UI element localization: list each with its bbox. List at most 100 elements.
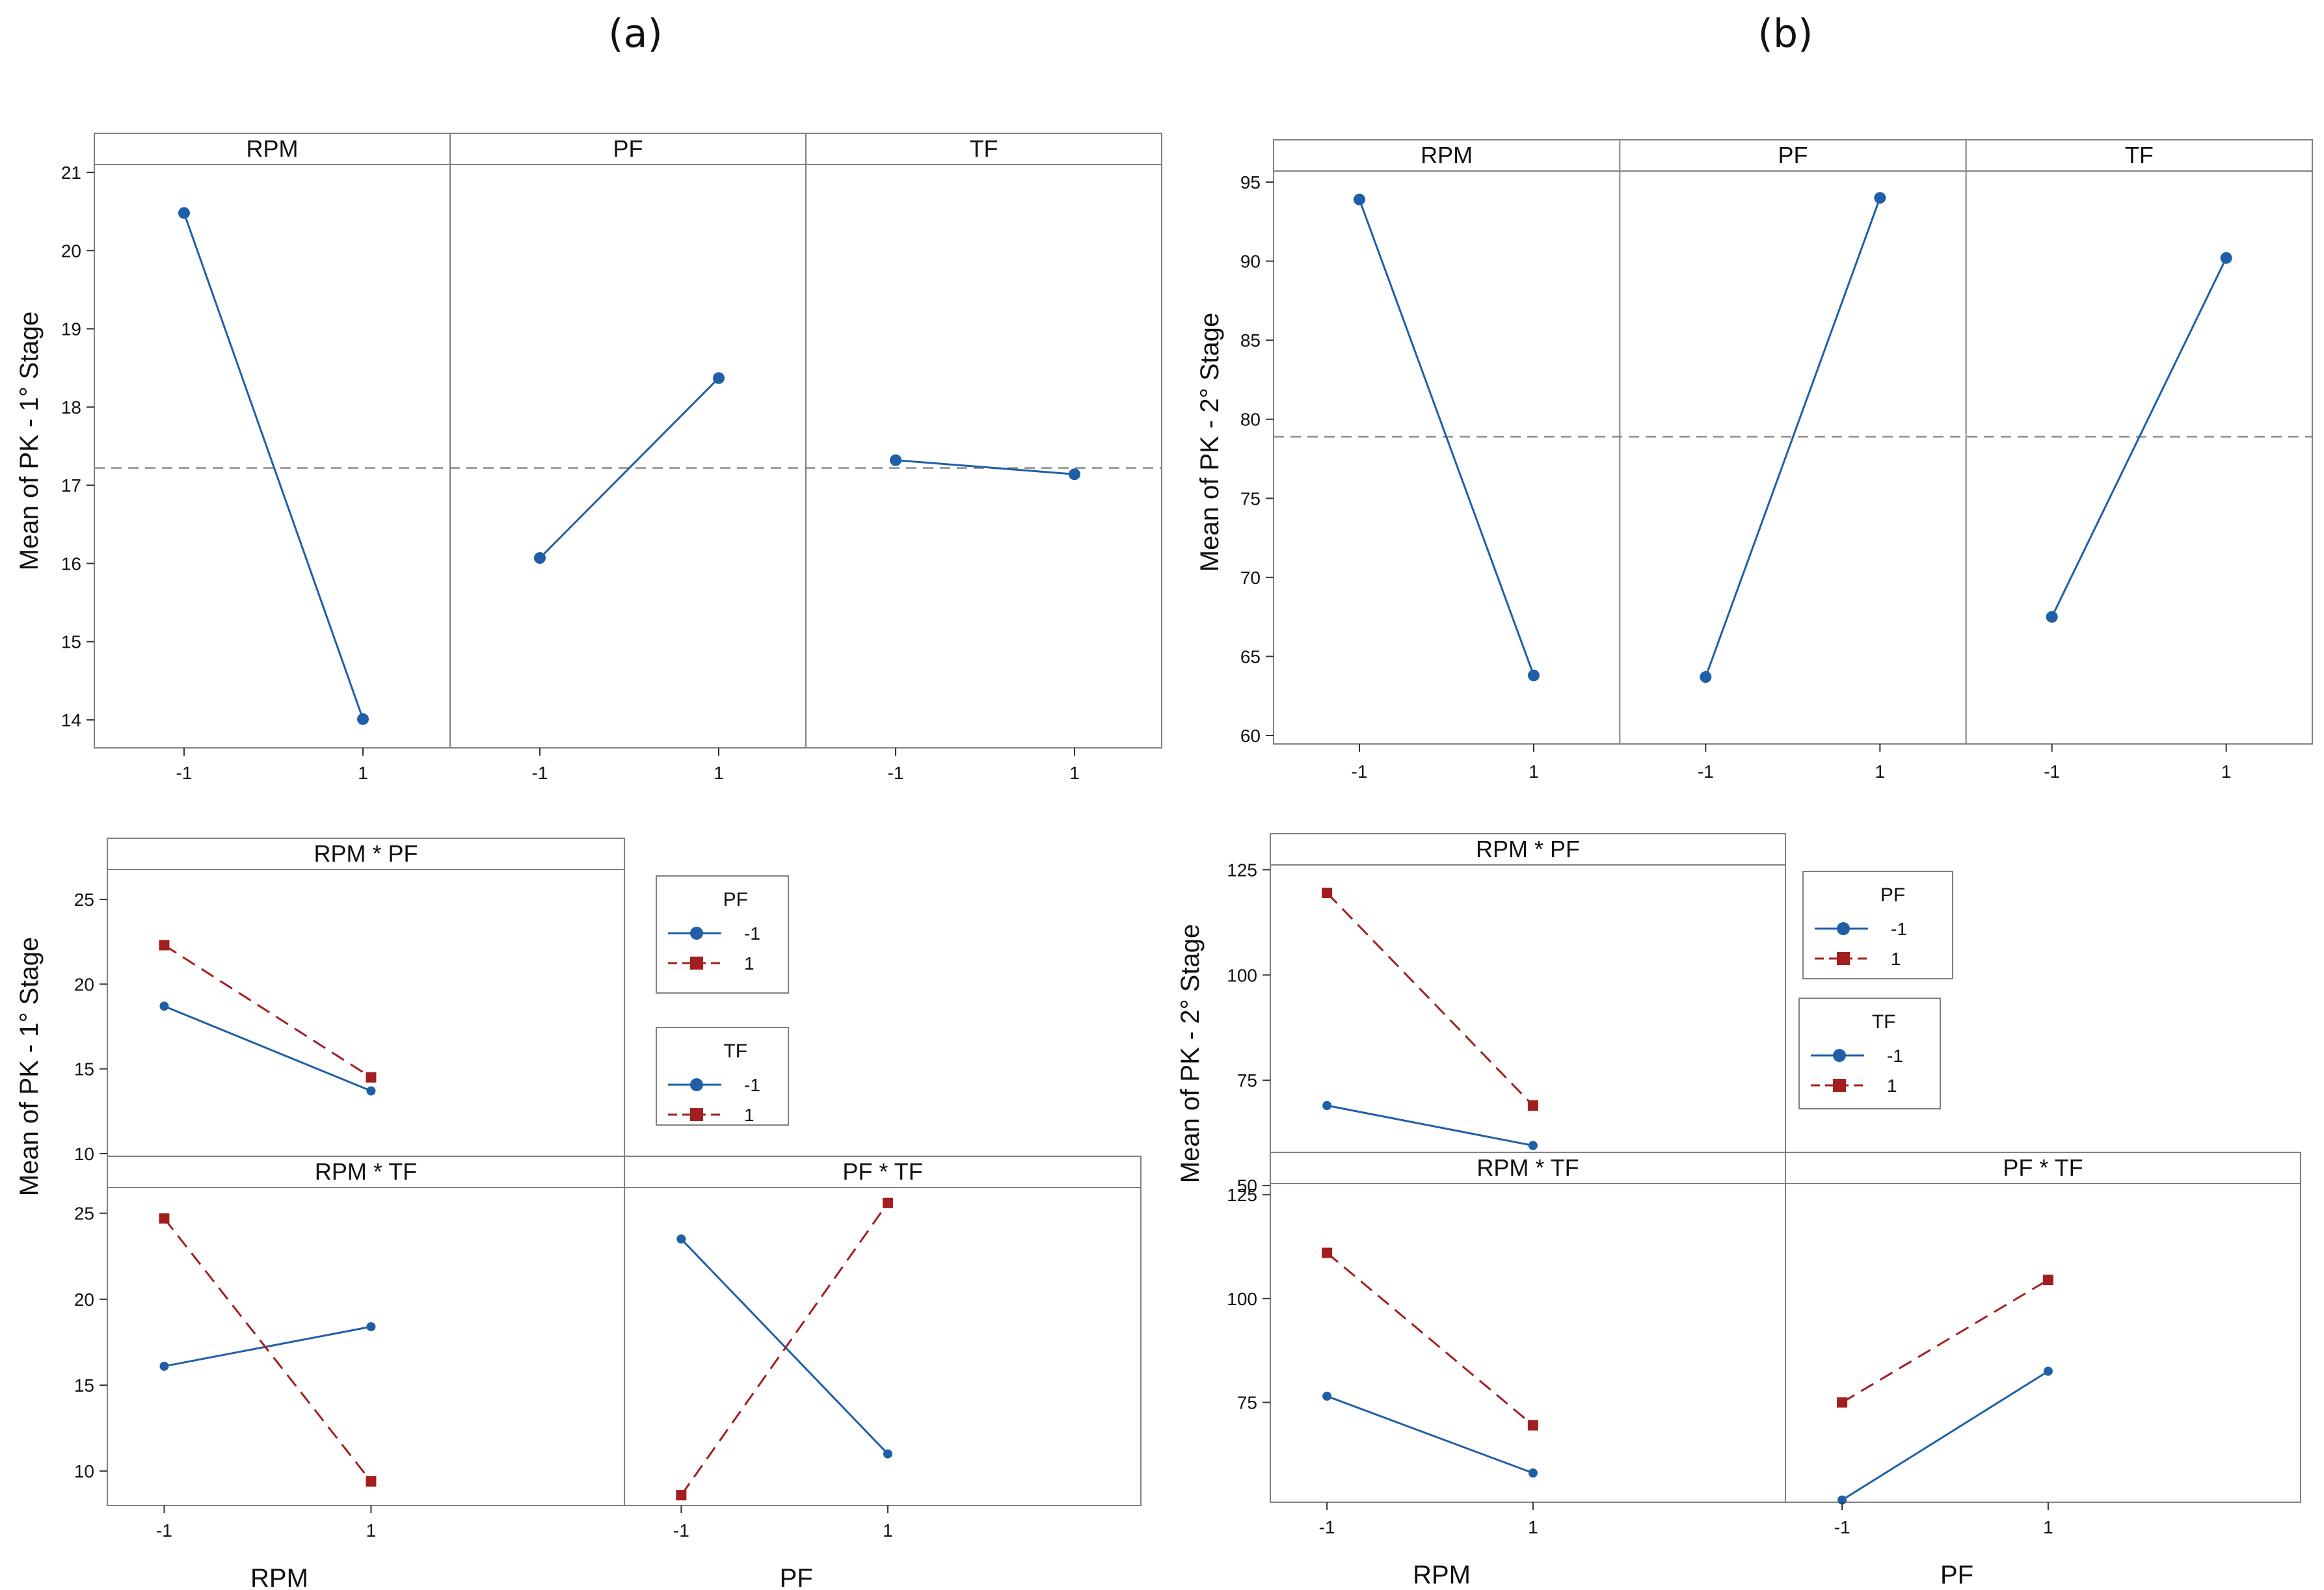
legend-box <box>1802 871 1953 979</box>
panel-plot-frame <box>1785 1183 2301 1503</box>
main-effect-line-pf <box>1704 197 1881 678</box>
data-point-tf <box>890 454 902 466</box>
series-line-level-pos1 <box>680 1202 889 1496</box>
legend-entry-label: 1 <box>744 953 755 974</box>
data-point-level-pos1 <box>1527 1100 1538 1111</box>
x-tick-label: 1 <box>1875 762 1886 782</box>
panel-title-pf: PF <box>1778 142 1808 168</box>
data-point-level-pos1 <box>366 1476 377 1487</box>
y-axis-label: Mean of PK - 1° Stage <box>15 311 44 570</box>
y-tick-label: 100 <box>1227 1289 1257 1309</box>
y-tick-label: 25 <box>74 1204 94 1224</box>
x-axis-label: PF <box>780 1564 813 1590</box>
y-tick-label: 100 <box>1227 965 1257 985</box>
data-point-level-pos1 <box>1322 888 1333 899</box>
legend-entry-label: 1 <box>1891 949 1901 969</box>
y-tick-label: 25 <box>74 890 94 910</box>
x-tick-label: -1 <box>1698 762 1714 782</box>
data-point-level-pos1 <box>159 940 170 951</box>
y-tick-label: 65 <box>1240 646 1261 667</box>
data-point-pf <box>1700 671 1712 683</box>
panel-title-rpmtf: RPM * TF <box>1476 1154 1579 1181</box>
x-axis-label: RPM <box>1413 1561 1471 1589</box>
x-axis-label: PF <box>1940 1561 1973 1589</box>
y-tick-label: 75 <box>1237 1070 1257 1091</box>
y-tick-label: 19 <box>61 319 81 339</box>
y-tick-label: 15 <box>74 1059 94 1080</box>
data-point-level-pos1 <box>882 1197 893 1208</box>
legend-marker <box>690 1078 703 1091</box>
data-point-pf <box>713 372 725 384</box>
y-axis-label: Mean of PK - 2° Stage <box>1176 924 1205 1183</box>
data-point-level-neg1 <box>676 1234 686 1244</box>
y-tick-label: 14 <box>61 710 81 730</box>
panel-title-rpmpf: RPM * PF <box>314 840 418 867</box>
series-line-level-pos1 <box>1326 1252 1534 1426</box>
figure-label-b: (b) <box>1758 11 1813 57</box>
y-tick-label: 20 <box>61 241 81 261</box>
x-tick-label: -1 <box>532 763 548 783</box>
data-point-tf <box>1069 468 1080 481</box>
panel-plot-frame <box>624 1187 1142 1506</box>
main-effect-line-tf <box>2051 258 2228 618</box>
data-point-level-neg1 <box>2043 1366 2053 1376</box>
series-line-level-pos1 <box>163 944 372 1078</box>
x-tick-label: -1 <box>888 763 904 783</box>
panel-title-rpmpf: RPM * PF <box>1476 836 1580 862</box>
x-tick-label: 1 <box>366 1520 377 1541</box>
legend-entry-label: -1 <box>1891 919 1907 939</box>
y-tick-label: 125 <box>1227 860 1257 880</box>
data-point-rpm <box>1354 193 1365 205</box>
y-tick-label: 10 <box>74 1461 94 1481</box>
data-point-pf <box>534 552 546 564</box>
x-tick-label: 1 <box>1069 763 1080 783</box>
y-tick-label: 18 <box>61 397 81 417</box>
x-tick-label: 1 <box>358 763 368 783</box>
legend-box <box>656 875 789 994</box>
series-line-level-neg1 <box>1841 1370 2049 1501</box>
y-tick-label: 95 <box>1240 172 1261 192</box>
x-tick-label: -1 <box>176 763 193 783</box>
charts-layer: 14 15 16 17 18 19 20 21 Mean of PK - 1° Stage RPM… <box>15 133 2313 1590</box>
legend-marker <box>690 1108 703 1121</box>
y-tick-label: 20 <box>74 1290 94 1310</box>
data-point-level-neg1 <box>366 1086 376 1096</box>
x-tick-label: 1 <box>2221 762 2232 782</box>
y-tick-label: 50 <box>1237 1176 1257 1196</box>
data-point-rpm <box>357 713 369 725</box>
x-tick-label: -1 <box>1834 1517 1850 1537</box>
y-tick-label: 21 <box>61 163 81 183</box>
legend-marker <box>1837 952 1850 965</box>
y-tick-label: 75 <box>1240 488 1261 509</box>
main-effect-line-rpm <box>1358 199 1535 676</box>
legend-title: PF <box>723 889 748 910</box>
legend-entry-label: -1 <box>744 923 760 944</box>
data-point-level-neg1 <box>159 1361 169 1371</box>
legend-entry-label: -1 <box>744 1075 760 1095</box>
y-tick-label: 10 <box>74 1144 94 1164</box>
data-point-pf <box>1874 192 1886 204</box>
legend-entry-label: 1 <box>1887 1076 1897 1096</box>
legend-marker <box>1833 1049 1846 1062</box>
series-line-level-neg1 <box>680 1238 889 1455</box>
panel-title-pftf: PF * TF <box>842 1158 922 1185</box>
data-point-level-neg1 <box>159 1001 169 1011</box>
x-tick-label: -1 <box>673 1520 689 1541</box>
x-tick-label: 1 <box>883 1520 893 1541</box>
panel-title-pftf: PF * TF <box>2003 1154 2083 1181</box>
data-point-level-pos1 <box>159 1213 170 1224</box>
data-point-rpm <box>178 207 190 219</box>
data-point-tf <box>2220 252 2232 264</box>
data-point-level-pos1 <box>676 1490 687 1501</box>
y-tick-label: 17 <box>61 475 81 496</box>
legend-title: PF <box>1880 884 1905 906</box>
data-point-rpm <box>1528 669 1540 682</box>
series-line-level-neg1 <box>164 1325 371 1368</box>
series-line-level-pos1 <box>1841 1279 2049 1403</box>
main-effect-line-rpm <box>183 213 364 720</box>
y-tick-label: 70 <box>1240 568 1261 588</box>
data-point-level-pos1 <box>1527 1420 1538 1431</box>
legend-marker <box>1833 1079 1846 1092</box>
legend-box <box>1798 998 1941 1109</box>
